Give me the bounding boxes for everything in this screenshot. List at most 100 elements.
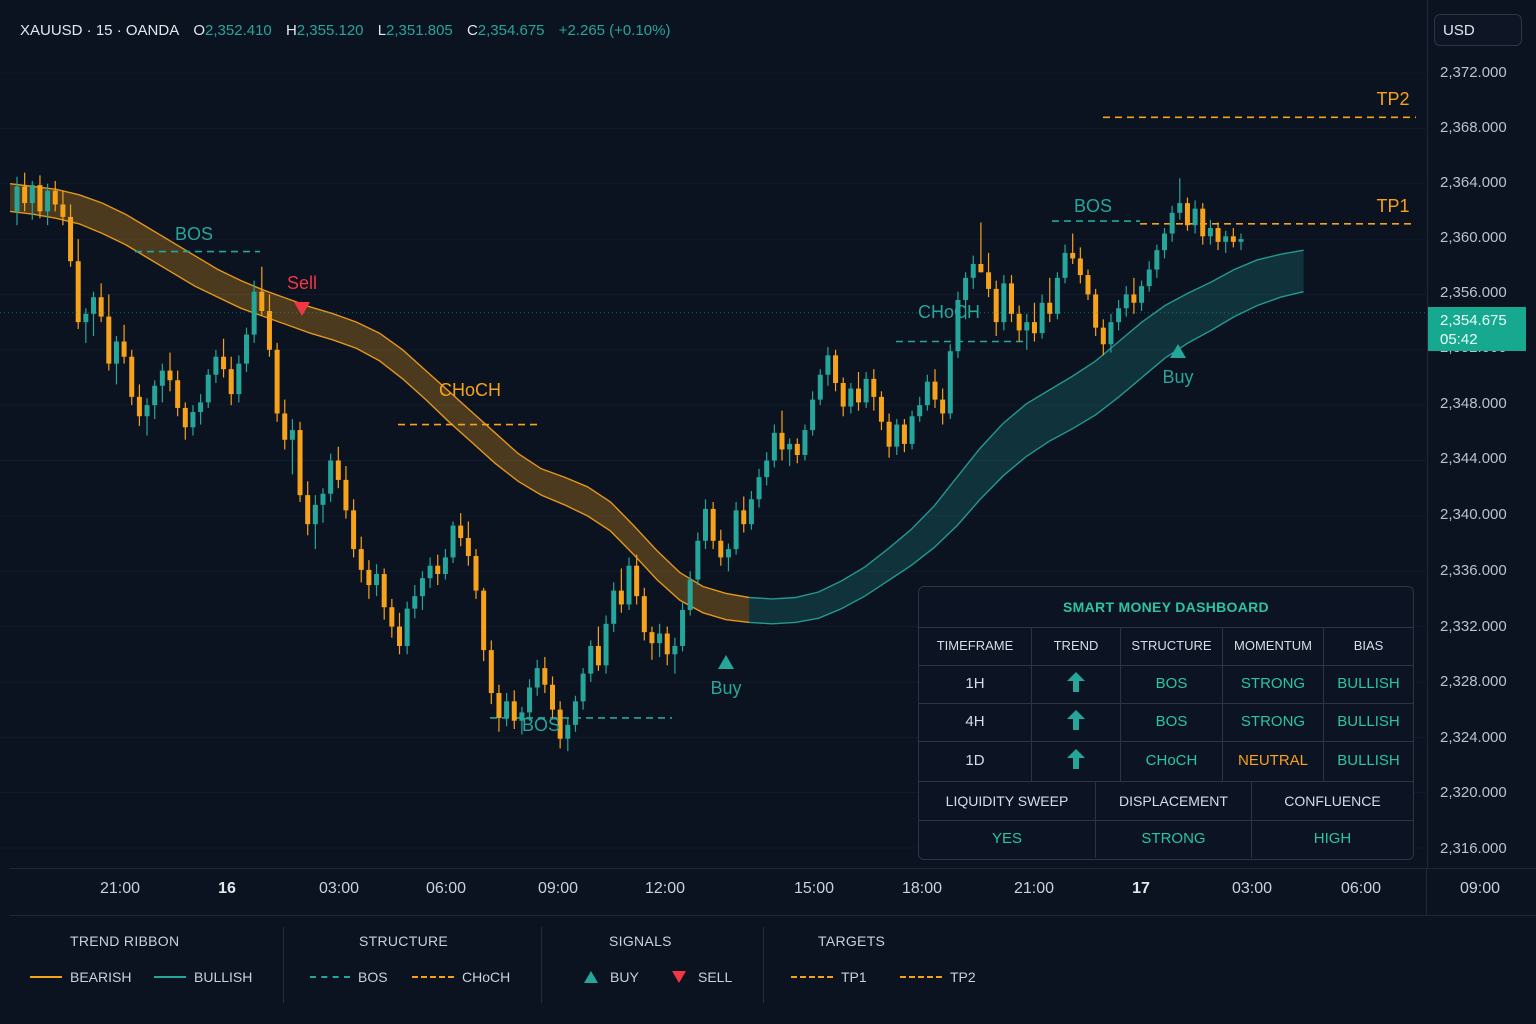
bullish-candle <box>588 645 594 674</box>
bullish-candle <box>1062 252 1068 278</box>
bearish-candle <box>366 569 372 586</box>
bullish-candle <box>748 499 754 525</box>
bearish-candle <box>1093 294 1099 328</box>
bullish-candle <box>91 297 96 314</box>
bearish-candle <box>840 383 846 407</box>
sell-triangle-icon <box>672 971 686 983</box>
bearish-candle <box>1047 302 1053 314</box>
bullish-candle <box>802 430 808 455</box>
bullish-candle <box>572 701 578 725</box>
bullish-candle <box>320 493 326 505</box>
bearish-candle <box>1100 327 1106 345</box>
last-price-value: 2,354.675 <box>1440 312 1507 329</box>
bullish-candle <box>374 574 380 586</box>
time-label-day: 17 <box>1132 880 1150 897</box>
sell-signal-label: Sell <box>287 273 317 293</box>
bullish-candle <box>687 579 693 610</box>
time-label: 21:00 <box>1013 880 1055 897</box>
tp2-dashed-line-icon <box>900 976 942 978</box>
time-axis[interactable]: 21:00 16 03:00 06:00 09:00 12:00 15:00 1… <box>10 868 1536 916</box>
bullish-candle <box>534 668 540 688</box>
bearish-candle <box>542 668 548 685</box>
bullish-candle <box>312 504 318 525</box>
bullish-candle <box>580 673 586 702</box>
bearish-candle <box>794 443 800 455</box>
bullish-candle <box>1024 322 1030 331</box>
price-tick: 2,320.000 <box>1440 784 1507 801</box>
bearish-candle <box>22 186 28 204</box>
legend-sell-label: SELL <box>698 969 733 985</box>
bearish-candle <box>1184 203 1190 226</box>
legend-buy-label: BUY <box>610 969 639 985</box>
bullish-candle <box>1207 228 1213 237</box>
bullish-candle <box>427 565 433 579</box>
bullish-candle <box>1116 308 1122 323</box>
bullish-candle <box>236 363 242 395</box>
dashboard-row-1d: 1D CHoCH NEUTRAL BULLISH <box>919 741 1413 782</box>
bullish-candle <box>848 388 854 407</box>
sell-signal-icon <box>294 302 310 316</box>
bearish-candle <box>496 693 502 718</box>
header-momentum: MOMENTUM <box>1223 627 1324 665</box>
currency-selector[interactable]: USD <box>1434 14 1522 46</box>
bullish-candle <box>657 633 663 644</box>
bullish-candle <box>14 186 20 212</box>
bearish-candle <box>1031 322 1037 334</box>
structure-cell: CHoCH <box>1121 741 1223 781</box>
time-label: 09:00 <box>537 880 579 897</box>
price-tick: 2,364.000 <box>1440 174 1507 191</box>
bearish-candle <box>718 540 724 558</box>
buy-signal-icon <box>1170 344 1186 358</box>
time-label: 18:00 <box>901 880 943 897</box>
bullish-candle <box>894 424 900 447</box>
chart-pane[interactable]: BOS CHoCH BOS CHoCH BOS TP2 TP1 Sell Buy Buy XAUU… <box>0 0 1426 868</box>
bullish-candle <box>626 565 632 605</box>
bearish-candle <box>557 709 563 739</box>
bearish-candle <box>932 381 938 400</box>
legend-tp1: TP1 <box>791 969 867 985</box>
legend-choch-label: CHoCH <box>462 969 511 985</box>
trend-up-arrow-icon <box>1032 665 1121 703</box>
bullish-ribbon-upper-line <box>749 249 1304 600</box>
bias-cell: BULLISH <box>1337 713 1400 730</box>
last-price-label: 2,354.675 05:42 <box>1428 307 1526 351</box>
choch-label: CHoCH <box>439 380 501 400</box>
bearish-candle <box>60 204 66 217</box>
tp1-dashed-line-icon <box>791 976 833 978</box>
price-tick: 2,348.000 <box>1440 395 1507 412</box>
time-label: 21:00 <box>99 880 141 897</box>
bullish-candle <box>825 355 831 375</box>
bearish-candle <box>1070 252 1076 259</box>
bullish-candle <box>1123 294 1129 309</box>
momentum-cell: STRONG <box>1223 703 1324 741</box>
bearish-candle <box>98 297 104 317</box>
bearish-candle <box>465 538 471 557</box>
bearish-candle <box>779 432 785 450</box>
smart-money-dashboard: SMART MONEY DASHBOARD TIMEFRAME TREND ST… <box>918 586 1414 860</box>
price-tick: 2,336.000 <box>1440 562 1507 579</box>
bearish-candle <box>358 549 364 570</box>
symbol-label[interactable]: XAUUSD · 15 · OANDA <box>20 22 180 39</box>
legend-title: STRUCTURE <box>359 933 449 949</box>
indicator-legend: TREND RIBBON BEARISH BULLISH STRUCTURE B… <box>0 915 1536 1024</box>
dashboard-row-1h: 1H BOS STRONG BULLISH <box>919 665 1413 704</box>
change-value: +2.265 (+0.10%) <box>558 22 671 39</box>
bullish-candle <box>45 190 51 212</box>
bullish-candle <box>947 351 953 414</box>
bearish-candle <box>710 508 716 541</box>
bullish-candle <box>810 399 816 431</box>
legend-bullish-label: BULLISH <box>194 969 253 985</box>
buy-signal-label: Buy <box>710 678 741 698</box>
time-label: 03:00 <box>1231 880 1273 897</box>
header-timeframe: TIMEFRAME <box>919 627 1032 665</box>
dashboard-row-4h: 4H BOS STRONG BULLISH <box>919 703 1413 742</box>
bearish-candle <box>75 261 81 323</box>
bullish-candle <box>419 578 425 597</box>
price-scale[interactable]: USD 2,372.000 2,368.000 2,364.000 2,360.… <box>1427 0 1536 868</box>
bullish-candle <box>764 460 770 478</box>
bullish-candle <box>611 590 617 624</box>
bullish-candle <box>83 313 89 323</box>
bearish-candle <box>259 291 265 312</box>
bearish-candle <box>488 650 494 694</box>
